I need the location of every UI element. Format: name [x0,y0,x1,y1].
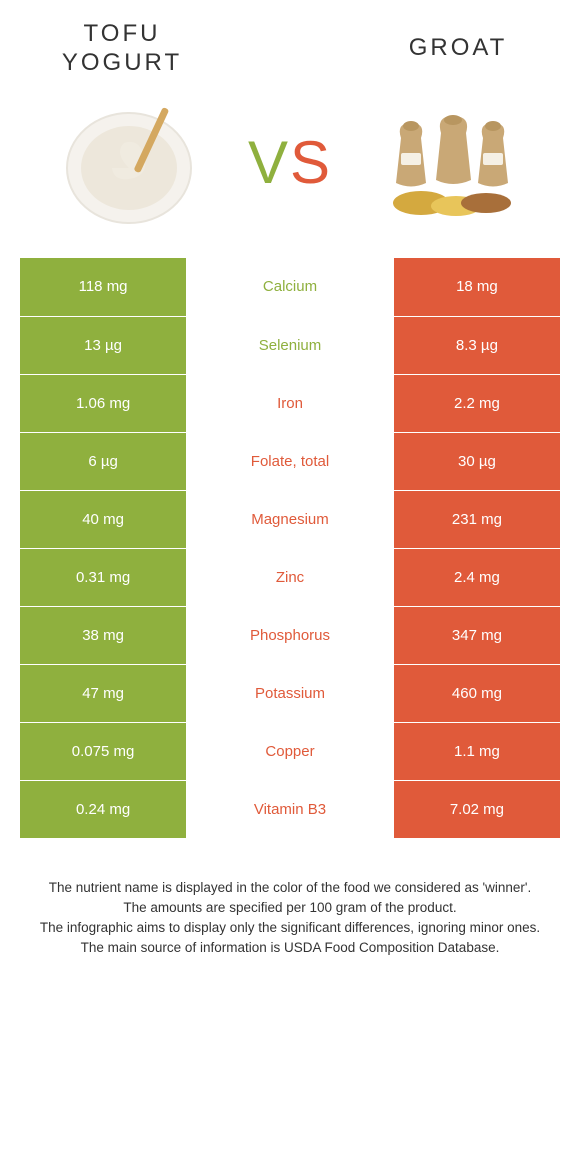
right-food-image [342,98,560,228]
table-row: 38 mgPhosphorus347 mg [20,606,560,664]
table-row: 0.24 mgVitamin B37.02 mg [20,780,560,838]
table-row: 118 mgCalcium18 mg [20,258,560,316]
right-value-cell: 460 mg [394,665,560,722]
left-value-cell: 13 µg [20,317,186,374]
comparison-table: 118 mgCalcium18 mg13 µgSelenium8.3 µg1.0… [0,258,580,838]
left-value-cell: 38 mg [20,607,186,664]
nutrient-label-cell: Magnesium [186,491,394,548]
left-value-cell: 0.24 mg [20,781,186,838]
right-value-cell: 1.1 mg [394,723,560,780]
left-food-image [20,98,238,228]
right-value-cell: 231 mg [394,491,560,548]
left-value-cell: 118 mg [20,258,186,316]
right-value-cell: 2.4 mg [394,549,560,606]
footer-notes: The nutrient name is displayed in the co… [0,838,580,979]
right-value-cell: 7.02 mg [394,781,560,838]
table-row: 40 mgMagnesium231 mg [20,490,560,548]
vs-v-letter: V [248,129,290,196]
left-value-cell: 40 mg [20,491,186,548]
nutrient-label-cell: Phosphorus [186,607,394,664]
right-value-cell: 30 µg [394,433,560,490]
vs-label: VS [238,128,342,197]
right-food-title: GROAT [346,34,570,63]
nutrient-label-cell: Folate, total [186,433,394,490]
nutrient-label-cell: Calcium [186,258,394,316]
vs-s-letter: S [290,129,332,196]
table-row: 13 µgSelenium8.3 µg [20,316,560,374]
table-row: 1.06 mgIron2.2 mg [20,374,560,432]
footer-line-2: The amounts are specified per 100 gram o… [30,898,550,918]
footer-line-4: The main source of information is USDA F… [30,938,550,958]
right-value-cell: 347 mg [394,607,560,664]
right-value-cell: 8.3 µg [394,317,560,374]
nutrient-label-cell: Iron [186,375,394,432]
left-value-cell: 6 µg [20,433,186,490]
left-value-cell: 0.075 mg [20,723,186,780]
header-titles: TOFU YOGURT GROAT [0,0,580,88]
footer-line-1: The nutrient name is displayed in the co… [30,878,550,898]
table-row: 47 mgPotassium460 mg [20,664,560,722]
images-row: VS [0,88,580,258]
nutrient-label-cell: Copper [186,723,394,780]
left-value-cell: 1.06 mg [20,375,186,432]
right-value-cell: 2.2 mg [394,375,560,432]
right-value-cell: 18 mg [394,258,560,316]
footer-line-3: The infographic aims to display only the… [30,918,550,938]
table-row: 6 µgFolate, total30 µg [20,432,560,490]
nutrient-label-cell: Vitamin B3 [186,781,394,838]
table-row: 0.31 mgZinc2.4 mg [20,548,560,606]
left-value-cell: 0.31 mg [20,549,186,606]
nutrient-label-cell: Selenium [186,317,394,374]
nutrient-label-cell: Zinc [186,549,394,606]
table-row: 0.075 mgCopper1.1 mg [20,722,560,780]
left-food-title: TOFU YOGURT [10,20,234,78]
nutrient-label-cell: Potassium [186,665,394,722]
left-value-cell: 47 mg [20,665,186,722]
